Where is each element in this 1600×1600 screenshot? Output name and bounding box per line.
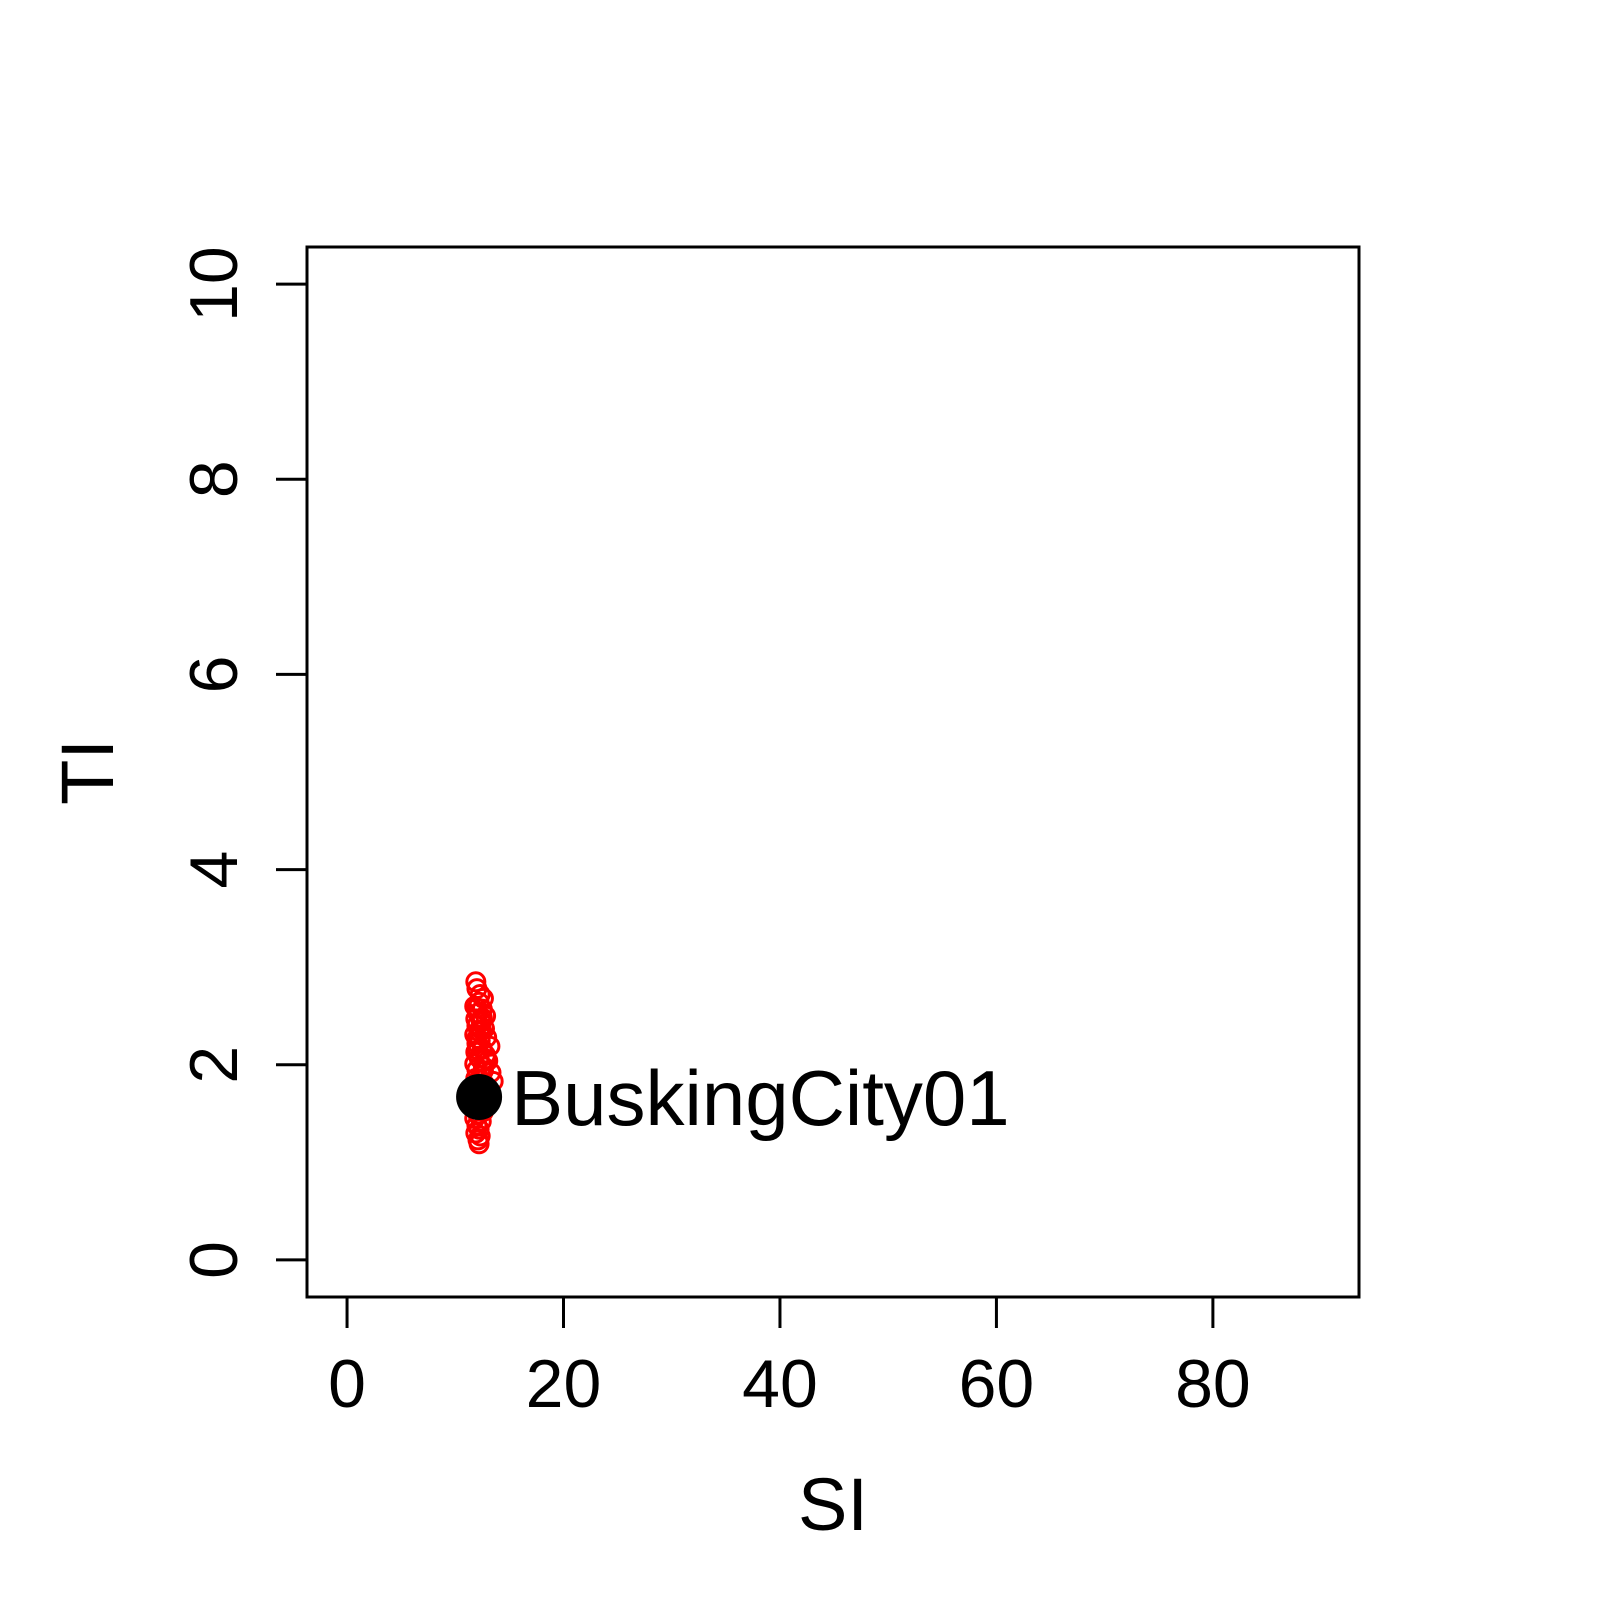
x-tick-label: 80 bbox=[1175, 1346, 1251, 1422]
data-point bbox=[471, 1007, 493, 1029]
y-tick-label: 4 bbox=[176, 851, 252, 889]
highlight-point bbox=[456, 1073, 503, 1120]
x-tick-label: 60 bbox=[959, 1346, 1035, 1422]
data-point bbox=[468, 1133, 490, 1155]
annotation-layer: BuskingCity01 bbox=[511, 1054, 1010, 1142]
y-axis: 0 2 4 6 8 10 bbox=[176, 246, 309, 1279]
x-tick-label: 40 bbox=[742, 1346, 818, 1422]
data-point bbox=[466, 1027, 488, 1049]
y-tick-label: 8 bbox=[176, 460, 252, 498]
points-layer bbox=[456, 971, 504, 1155]
x-axis-label: SI bbox=[798, 1463, 868, 1546]
point-annotation: BuskingCity01 bbox=[511, 1054, 1010, 1142]
y-axis-label: TI bbox=[46, 739, 129, 805]
data-point bbox=[475, 1048, 497, 1070]
y-tick-label: 0 bbox=[176, 1241, 252, 1279]
x-axis: 0 20 40 60 80 bbox=[328, 1295, 1251, 1422]
y-tick-label: 10 bbox=[176, 246, 252, 322]
x-tick-label: 20 bbox=[526, 1346, 602, 1422]
y-tick-label: 2 bbox=[176, 1046, 252, 1084]
y-tick-label: 6 bbox=[176, 656, 252, 694]
x-tick-label: 0 bbox=[328, 1346, 366, 1422]
